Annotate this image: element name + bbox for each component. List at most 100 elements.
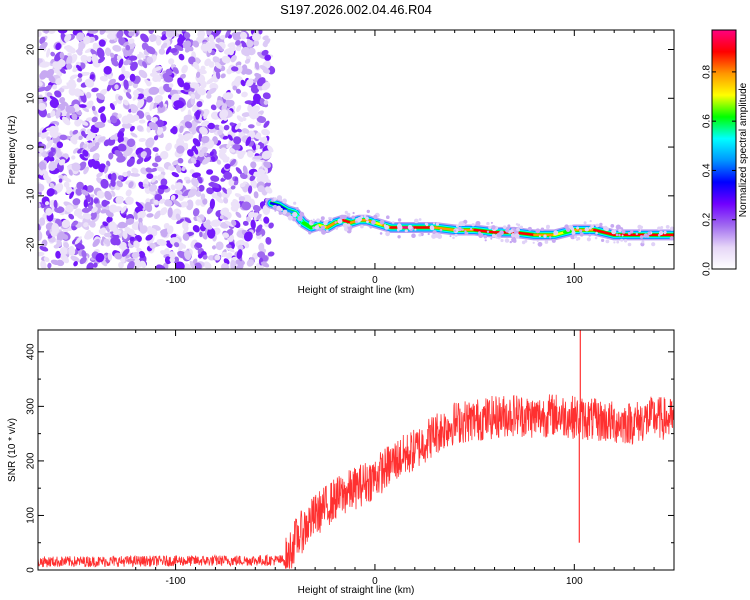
noise-speckle (247, 124, 255, 129)
signal-halo-dot (524, 239, 528, 243)
noise-speckle (182, 40, 192, 49)
noise-speckle (125, 92, 132, 99)
signal-core-segment (593, 228, 616, 237)
noise-speckle (230, 55, 237, 63)
signal-halo-dot (570, 227, 575, 231)
noise-speckle (256, 213, 262, 221)
noise-speckle (49, 95, 59, 103)
noise-speckle (198, 184, 205, 192)
signal-halo-dot (363, 215, 367, 218)
x-tick-label: 100 (566, 576, 583, 587)
noise-speckle (231, 45, 236, 52)
noise-speckle (44, 84, 52, 92)
noise-speckle (85, 117, 93, 122)
noise-speckle (38, 161, 47, 171)
noise-speckle (50, 147, 56, 153)
noise-speckle (214, 124, 221, 130)
noise-speckle (209, 198, 216, 210)
noise-speckle (239, 182, 246, 188)
noise-speckle (189, 82, 200, 89)
noise-speckle (144, 201, 153, 213)
noise-speckle (93, 198, 99, 204)
noise-speckle (65, 63, 73, 70)
noise-speckle (99, 75, 108, 82)
noise-speckle (76, 77, 83, 83)
noise-speckle (164, 256, 172, 265)
signal-halo-dot (669, 226, 674, 231)
noise-speckle (91, 116, 98, 123)
noise-speckle (246, 216, 251, 221)
signal-halo-dot (510, 229, 514, 233)
noise-speckle (149, 101, 154, 111)
signal-halo-dot (434, 232, 440, 238)
signal-halo-dot (595, 223, 600, 228)
signal-core-segment (301, 221, 313, 229)
noise-speckle (107, 252, 113, 261)
noise-speckle (175, 189, 183, 195)
noise-speckle (121, 115, 131, 125)
noise-speckle (195, 199, 202, 206)
signal-halo-dot (427, 232, 430, 236)
noise-speckle (236, 249, 243, 260)
signal-halo-dot (610, 224, 615, 228)
noise-speckle (203, 113, 208, 118)
noise-speckle (187, 149, 194, 157)
noise-speckle (187, 188, 197, 198)
noise-speckle (220, 207, 230, 216)
signal-halo-dot (536, 240, 539, 242)
noise-speckle (250, 219, 256, 230)
noise-speckle (123, 71, 131, 77)
noise-speckle (222, 92, 234, 100)
noise-speckle (109, 134, 118, 140)
signal-halo-dot (588, 233, 592, 237)
noise-speckle (91, 53, 99, 65)
noise-speckle (69, 191, 75, 199)
signal-halo-dot (471, 223, 475, 227)
noise-speckle (49, 182, 55, 189)
noise-speckle (100, 178, 109, 189)
noise-speckle (255, 224, 263, 233)
noise-speckle (224, 220, 235, 227)
noise-speckle (175, 213, 181, 221)
noise-speckle (156, 238, 167, 246)
noise-speckle (39, 245, 49, 252)
signal-halo-dot (386, 215, 390, 219)
noise-speckle (63, 181, 70, 188)
noise-speckle (182, 233, 190, 241)
noise-speckle (246, 150, 254, 158)
noise-speckle (157, 104, 166, 113)
signal-halo-dot (329, 218, 332, 221)
noise-speckle (137, 125, 144, 132)
signal-halo-dot (360, 224, 364, 229)
noise-speckle (90, 49, 98, 57)
noise-speckle (232, 85, 238, 91)
noise-speckle (79, 256, 87, 265)
noise-speckle (100, 113, 107, 123)
noise-speckle (91, 207, 98, 213)
signal-halo-dot (621, 230, 626, 234)
noise-speckle (183, 31, 191, 39)
noise-speckle (96, 190, 105, 199)
signal-halo-dot (469, 227, 473, 231)
noise-speckle (125, 196, 134, 205)
noise-speckle (194, 262, 202, 269)
noise-speckle (72, 198, 81, 206)
noise-speckle (249, 174, 256, 182)
signal-halo-dot (583, 221, 587, 225)
noise-speckle (212, 30, 222, 38)
signal-halo-dot (620, 238, 624, 242)
signal-halo-dot (334, 221, 337, 224)
signal-halo-dot (618, 234, 621, 237)
x-tick-label: 0 (372, 576, 378, 587)
signal-halo-dot (369, 225, 373, 229)
noise-speckle (68, 169, 73, 176)
signal-halo-dot (308, 231, 312, 235)
signal-core-segment (270, 201, 281, 207)
noise-speckle (231, 66, 239, 72)
signal-halo-dot (379, 232, 383, 235)
signal-halo-dot (360, 215, 364, 219)
noise-speckle (248, 211, 256, 219)
noise-speckle (261, 82, 271, 91)
noise-speckle (194, 242, 203, 249)
signal-halo-dot (538, 235, 541, 238)
